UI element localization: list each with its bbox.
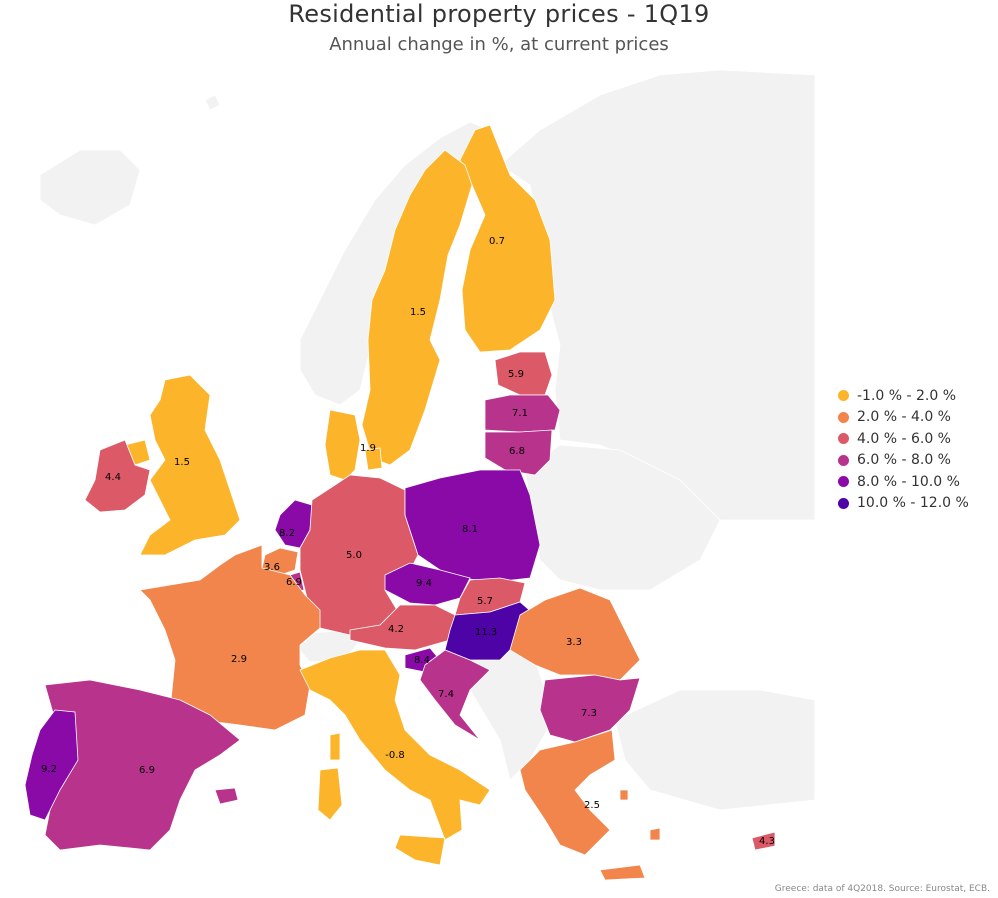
- country-cyprus[interactable]: [751, 831, 776, 851]
- value-label-de: 5.0: [346, 550, 362, 561]
- country-france[interactable]: [139, 544, 321, 731]
- value-label-cy: 4.3: [759, 836, 775, 847]
- country-croatia[interactable]: [419, 649, 491, 741]
- legend-swatch-icon: [838, 411, 849, 423]
- map-subtitle: Annual change in %, at current prices: [329, 34, 669, 55]
- legend-label: 8.0 % - 10.0 %: [857, 473, 960, 490]
- legend-item[interactable]: 4.0 % - 6.0 %: [838, 428, 969, 450]
- legend-swatch-icon: [838, 476, 849, 488]
- country-poland[interactable]: [404, 469, 541, 583]
- svalbard-land: [204, 94, 221, 111]
- value-label-es: 6.9: [139, 765, 155, 776]
- value-label-it: -0.8: [385, 750, 405, 761]
- legend-swatch-icon: [838, 454, 849, 466]
- value-label-ee: 5.9: [508, 369, 524, 380]
- value-label-lu: 6.9: [286, 577, 302, 588]
- value-label-cz: 9.4: [416, 578, 432, 589]
- value-label-uk: 1.5: [174, 457, 190, 468]
- value-label-bg: 7.3: [581, 708, 597, 719]
- value-label-nl: 8.2: [279, 528, 295, 539]
- country-spain[interactable]: [44, 679, 241, 851]
- legend-label: 10.0 % - 12.0 %: [857, 495, 969, 512]
- country-italy[interactable]: [299, 649, 491, 866]
- country-greece[interactable]: [519, 729, 661, 881]
- country-ireland[interactable]: [84, 439, 151, 513]
- value-label-fr: 2.9: [231, 654, 247, 665]
- value-label-se: 1.5: [410, 307, 426, 318]
- value-label-ro: 3.3: [566, 637, 582, 648]
- value-label-si: 8.4: [414, 655, 430, 666]
- value-label-ie: 4.4: [105, 472, 121, 483]
- value-label-fi: 0.7: [489, 236, 505, 247]
- legend-item[interactable]: 2.0 % - 4.0 %: [838, 407, 969, 429]
- value-label-dk: 1.9: [360, 443, 376, 454]
- country-lithuania[interactable]: [484, 429, 553, 476]
- background-land: [39, 69, 816, 811]
- country-bulgaria[interactable]: [539, 674, 641, 743]
- value-label-lv: 7.1: [512, 408, 528, 419]
- value-label-be: 3.6: [264, 562, 280, 573]
- legend-label: -1.0 % - 2.0 %: [857, 387, 957, 404]
- legend-label: 6.0 % - 8.0 %: [857, 452, 951, 469]
- legend-item[interactable]: 8.0 % - 10.0 %: [838, 471, 969, 493]
- iceland-land: [39, 149, 141, 226]
- value-label-at: 4.2: [388, 624, 404, 635]
- turkey-land: [614, 689, 816, 811]
- value-label-sk: 5.7: [477, 596, 493, 607]
- country-estonia[interactable]: [494, 351, 553, 396]
- legend-item[interactable]: -1.0 % - 2.0 %: [838, 385, 969, 407]
- legend-swatch-icon: [838, 497, 849, 509]
- legend-item[interactable]: 6.0 % - 8.0 %: [838, 450, 969, 472]
- legend-label: 4.0 % - 6.0 %: [857, 430, 951, 447]
- value-label-pt: 9.2: [41, 764, 57, 775]
- value-label-lt: 6.8: [509, 446, 525, 457]
- legend-swatch-icon: [838, 390, 849, 402]
- legend-item[interactable]: 10.0 % - 12.0 %: [838, 493, 969, 515]
- value-label-pl: 8.1: [462, 524, 478, 535]
- country-portugal[interactable]: [24, 709, 79, 821]
- value-label-gr: 2.5: [584, 800, 600, 811]
- map-title: Residential property prices - 1Q19: [288, 0, 710, 28]
- country-denmark[interactable]: [324, 409, 383, 481]
- legend-label: 2.0 % - 4.0 %: [857, 409, 951, 426]
- country-finland[interactable]: [459, 124, 556, 353]
- value-label-hr: 7.4: [438, 689, 454, 700]
- map-legend: -1.0 % - 2.0 % 2.0 % - 4.0 % 4.0 % - 6.0 %…: [838, 385, 969, 514]
- country-latvia[interactable]: [484, 394, 561, 433]
- source-note: Greece: data of 4Q2018. Source: Eurostat…: [774, 884, 990, 894]
- legend-swatch-icon: [838, 433, 849, 445]
- country-sweden[interactable]: [361, 149, 473, 466]
- country-romania[interactable]: [509, 587, 641, 681]
- belarus-ukraine-land: [524, 444, 721, 591]
- value-label-hu: 11.3: [475, 627, 497, 638]
